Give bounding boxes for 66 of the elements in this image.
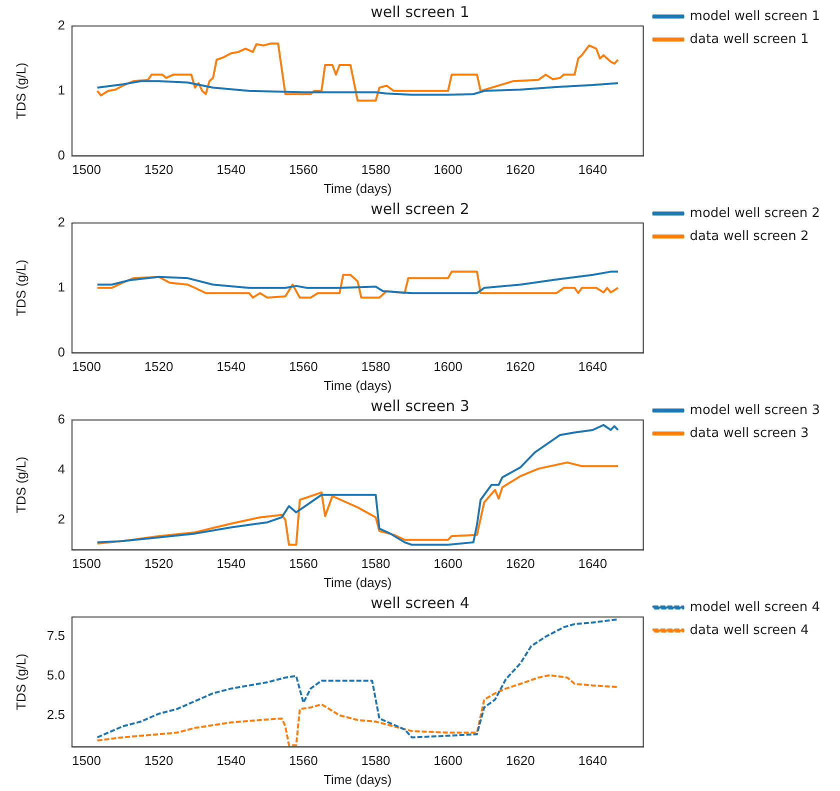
x-tick-label: 1580	[361, 753, 390, 768]
x-tick-label: 1580	[361, 556, 390, 572]
x-axis-title: Time (days)	[324, 772, 392, 787]
x-tick-label: 1620	[506, 359, 535, 374]
x-tick-label: 1620	[506, 162, 535, 178]
x-tick-label: 1520	[144, 753, 174, 768]
x-tick-label: 1520	[144, 359, 174, 374]
x-tick-label: 1540	[216, 753, 246, 768]
x-tick-label: 1600	[434, 753, 462, 768]
chart-title: well screen 2	[370, 200, 470, 218]
y-tick-label: 2	[58, 214, 65, 230]
x-tick-label: 1560	[288, 753, 318, 768]
x-tick-label: 1520	[144, 556, 174, 572]
chart-title: well screen 4	[370, 594, 470, 612]
x-tick-label: 1580	[361, 162, 390, 178]
y-tick-label: 2	[58, 511, 65, 526]
y-tick-label: 4	[58, 462, 65, 476]
x-axis-title: Time (days)	[324, 574, 392, 590]
x-tick-label: 1640	[578, 359, 608, 374]
chart-title: well screen 1	[370, 2, 470, 21]
y-axis-title: TDS (g/L)	[13, 456, 28, 514]
y-tick-label: 5.0	[46, 668, 65, 683]
x-axis-title: Time (days)	[324, 378, 392, 393]
x-tick-label: 1600	[434, 162, 462, 178]
legend-label: model well screen 3	[690, 402, 820, 418]
legend-label: model well screen 1	[690, 8, 820, 24]
x-tick-label: 1560	[288, 556, 318, 572]
y-axis-title: TDS (g/L)	[13, 654, 28, 710]
x-tick-label: 1500	[72, 556, 101, 572]
y-tick-label: 1	[58, 279, 65, 294]
x-tick-label: 1500	[72, 359, 101, 374]
legend-label: data well screen 4	[690, 622, 809, 638]
line-series	[96, 618, 619, 738]
x-tick-label: 1500	[72, 162, 101, 178]
x-tick-label: 1620	[506, 556, 535, 572]
x-tick-label: 1620	[506, 753, 535, 768]
x-tick-label: 1500	[72, 753, 101, 768]
legend-label: data well screen 2	[690, 228, 809, 244]
x-tick-label: 1540	[216, 556, 246, 572]
legend-label: model well screen 4	[690, 600, 820, 615]
x-tick-label: 1560	[288, 359, 318, 374]
chart-title: well screen 3	[370, 396, 470, 415]
x-tick-label: 1520	[144, 162, 174, 178]
x-axis-title: Time (days)	[324, 180, 392, 196]
legend-label: data well screen 1	[690, 32, 809, 47]
y-axis-title: TDS (g/L)	[13, 260, 28, 316]
x-tick-label: 1640	[578, 753, 608, 768]
x-tick-label: 1640	[578, 162, 608, 178]
x-tick-label: 1540	[216, 162, 246, 178]
line-series	[96, 674, 619, 746]
y-tick-label: 2.5	[46, 706, 65, 722]
y-axis-title: TDS (g/L)	[13, 62, 28, 120]
y-tick-label: 2	[58, 18, 65, 33]
y-tick-label: 0	[58, 344, 65, 360]
x-tick-label: 1640	[578, 556, 608, 572]
x-tick-label: 1600	[434, 359, 462, 374]
x-tick-label: 1600	[434, 556, 462, 572]
y-tick-label: 0	[58, 147, 65, 162]
y-tick-label: 1	[58, 82, 65, 98]
x-tick-label: 1560	[288, 162, 318, 178]
x-tick-label: 1540	[216, 359, 246, 374]
x-tick-label: 1580	[361, 359, 390, 374]
y-tick-label: 6	[58, 412, 65, 427]
legend-label: model well screen 2	[690, 206, 820, 221]
legend-label: data well screen 3	[690, 426, 809, 441]
y-tick-label: 7.5	[46, 628, 65, 644]
